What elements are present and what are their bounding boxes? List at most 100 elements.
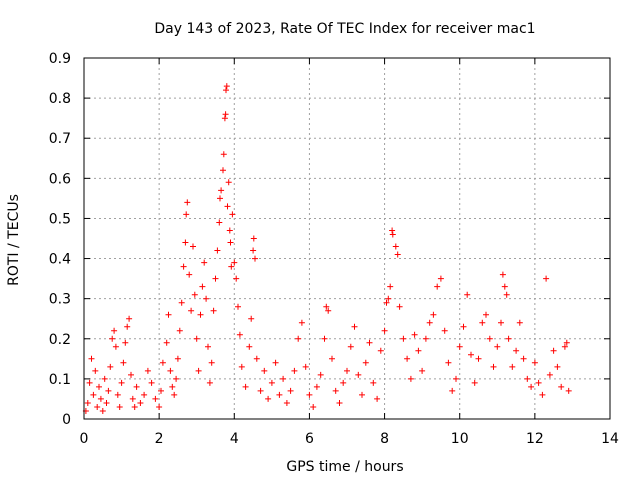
data-point [144,367,151,374]
data-point [182,239,189,246]
data-point [253,355,260,362]
data-point [201,259,208,266]
data-point [242,383,249,390]
x-tick-label: 6 [305,431,314,447]
y-tick-label: 0.1 [49,372,71,388]
data-point [268,379,275,386]
data-point [90,391,97,398]
data-point [531,359,538,366]
data-point [124,323,131,330]
data-point [400,335,407,342]
data-point [184,199,191,206]
data-point [302,363,309,370]
data-point [287,387,294,394]
data-point [158,387,164,394]
data-point [460,323,467,330]
data-point [306,391,313,398]
data-point [229,211,236,218]
data-point [218,187,225,194]
data-point [165,311,172,318]
data-point [169,383,176,390]
data-point [226,227,233,234]
chart-title: Day 143 of 2023, Rate Of TEC Index for r… [154,21,535,37]
data-point [217,195,223,202]
data-point [122,339,129,346]
x-tick-label: 12 [526,431,544,447]
data-point [231,259,238,266]
data-point [203,295,210,302]
x-tick-label: 10 [451,431,469,447]
data-point [558,383,565,390]
data-point [501,283,508,290]
data-point [407,375,414,382]
data-point [101,375,108,382]
data-point [404,355,411,362]
data-point [180,263,187,270]
data-point [359,391,365,398]
data-point [366,339,373,346]
data-point [156,404,163,410]
data-point [120,359,127,366]
y-tick-label: 0.8 [49,91,71,107]
data-point [111,327,118,334]
data-point [272,359,279,366]
data-point [323,303,330,310]
data-point [385,295,392,302]
data-point [252,255,258,262]
data-point [317,371,324,378]
y-axis-label: ROTI / TECUs [6,194,22,286]
data-point [498,319,504,326]
data-point [221,115,228,122]
data-point [265,395,272,402]
data-point [126,315,133,322]
plot-frame [83,57,611,420]
data-point [565,387,572,394]
data-point [190,243,196,250]
data-point [205,343,211,350]
data-point [494,343,501,350]
data-point [513,347,520,354]
data-point [434,283,441,290]
data-point [411,331,418,338]
data-point [96,383,102,390]
data-point [99,408,106,414]
data-point [325,307,332,314]
x-tick-label: 0 [80,431,89,447]
y-tick-label: 0.2 [49,332,71,348]
data-point [561,343,568,350]
data-point [387,283,394,290]
data-point [499,271,506,278]
y-tick-label: 0.7 [49,131,71,147]
data-point [128,371,134,378]
data-point [344,367,350,374]
data-point [236,331,243,338]
data-point [228,263,235,270]
data-point [437,275,444,282]
grid-lines [84,58,610,419]
data-point [550,347,557,354]
y-tick-label: 0.6 [49,171,71,187]
data-point [92,367,99,374]
data-point [374,395,381,402]
data-point [528,383,535,390]
data-point [453,375,459,382]
data-point [97,395,104,402]
data-point [464,291,471,298]
data-point [422,335,429,342]
data-point [246,343,253,350]
y-tick-label: 0.5 [49,211,71,227]
y-tick-label: 0 [62,412,71,428]
data-markers [82,83,572,414]
data-point [449,387,456,394]
data-point [131,404,138,410]
data-point [210,307,217,314]
data-point [208,359,215,366]
data-point [430,311,437,318]
data-point [176,327,183,334]
data-point [173,375,180,382]
data-point [174,355,181,362]
data-point [415,347,422,354]
data-point [112,343,119,350]
data-point [520,355,527,362]
x-tick-label: 8 [380,431,389,447]
